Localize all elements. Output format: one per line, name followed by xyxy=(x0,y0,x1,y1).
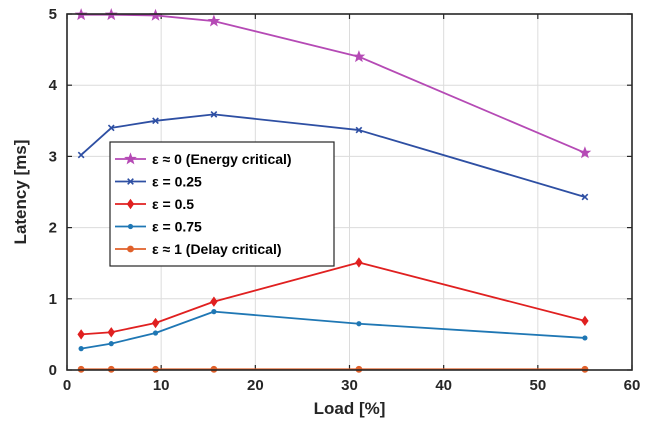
y-tick-labels: 0 1 2 3 4 5 xyxy=(49,6,58,379)
data-point xyxy=(151,317,160,329)
series-2 xyxy=(77,257,589,340)
y-tick-label: 4 xyxy=(49,77,58,94)
legend-entry: ε ≈ 0 (Energy critical) xyxy=(115,151,292,167)
data-point xyxy=(578,146,592,159)
y-tick-label: 2 xyxy=(49,220,57,237)
series-line xyxy=(80,310,585,350)
data-point xyxy=(152,117,159,125)
y-tick-label: 1 xyxy=(49,291,57,308)
data-point xyxy=(77,329,85,340)
legend-label: ε = 0.25 xyxy=(152,174,202,190)
data-point xyxy=(355,126,363,134)
x-axis-label: Load [%] xyxy=(314,399,386,418)
x-tick-label: 30 xyxy=(341,377,358,394)
x-tick-label: 40 xyxy=(435,377,452,394)
data-point xyxy=(107,124,115,132)
y-tick-label: 5 xyxy=(49,6,57,23)
legend-entry: ε ≈ 1 (Delay critical) xyxy=(115,241,282,257)
legend: ε ≈ 0 (Energy critical) ε = 0.25 ε = 0.5 ε … xyxy=(109,141,335,267)
data-point xyxy=(581,193,589,201)
data-point xyxy=(211,309,217,315)
data-point xyxy=(152,330,159,336)
legend-entry: ε = 0.25 xyxy=(115,174,202,190)
series-line xyxy=(80,113,586,198)
y-tick-label: 0 xyxy=(49,362,57,379)
x-tick-label: 50 xyxy=(529,377,546,394)
data-point xyxy=(77,151,85,159)
data-point xyxy=(207,14,221,27)
legend-marker xyxy=(127,245,134,253)
data-point xyxy=(356,321,362,327)
data-point xyxy=(352,50,366,63)
data-point xyxy=(210,296,218,307)
data-point xyxy=(582,335,588,341)
legend-label: ε ≈ 1 (Delay critical) xyxy=(152,241,282,257)
y-axis-label: Latency [ms] xyxy=(11,140,30,245)
x-tick-labels: 0 10 20 30 40 50 60 xyxy=(63,377,641,394)
x-tick-label: 10 xyxy=(153,377,170,394)
data-point xyxy=(108,341,114,347)
legend-marker xyxy=(127,223,134,230)
series-1 xyxy=(77,111,589,201)
legend-entry: ε = 0.5 xyxy=(115,196,194,212)
x-tick-label: 60 xyxy=(624,377,641,394)
legend-marker xyxy=(124,152,137,165)
data-point xyxy=(107,327,115,338)
data-point xyxy=(210,111,218,118)
y-tick-label: 3 xyxy=(49,148,57,165)
legend-label: ε ≈ 0 (Energy critical) xyxy=(152,151,292,167)
data-point xyxy=(355,257,363,268)
series-3 xyxy=(78,309,588,352)
data-point xyxy=(581,315,589,327)
legend-marker xyxy=(126,198,135,210)
x-tick-label: 20 xyxy=(247,377,264,394)
legend-marker xyxy=(127,178,134,185)
plot-frame xyxy=(66,13,633,371)
legend-label: ε = 0.75 xyxy=(152,219,202,235)
x-tick-label: 0 xyxy=(63,377,71,394)
series-line xyxy=(81,261,586,336)
legend-box xyxy=(109,141,335,267)
legend-entry: ε = 0.75 xyxy=(115,219,202,235)
data-point xyxy=(78,346,84,352)
legend-label: ε = 0.5 xyxy=(152,196,194,212)
